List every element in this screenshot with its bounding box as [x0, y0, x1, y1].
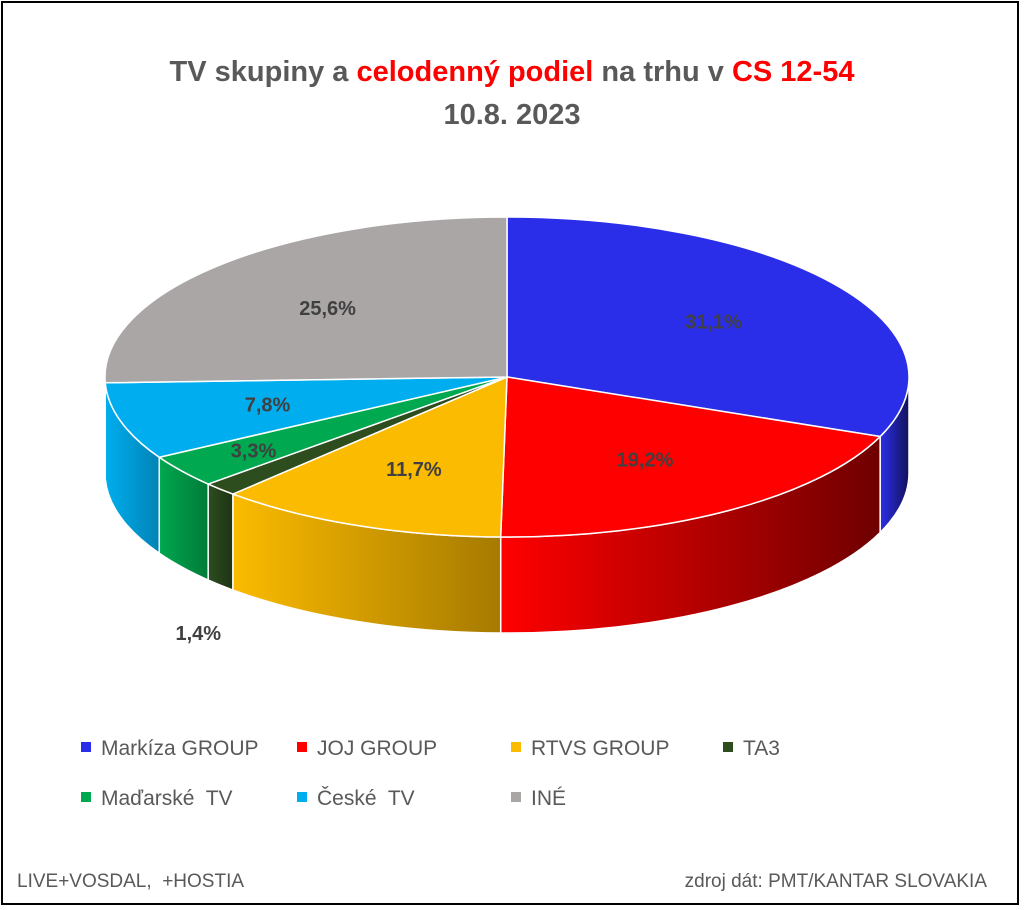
- legend-label-ta3: TA3: [743, 737, 780, 760]
- pie-slice-ine[interactable]: [104, 216, 508, 384]
- pie-chart: 31,1% 19,2% 11,7% 1,4% 3,3% 7,8% 25,6%: [104, 216, 910, 645]
- data-label-joj-group: 19,2%: [617, 450, 674, 472]
- legend-swatch-joj-group: [297, 742, 307, 753]
- data-label-rtvs-group: 11,7%: [386, 459, 442, 481]
- legend-item-ta3[interactable]: TA3: [723, 737, 780, 761]
- pie-top: [104, 216, 910, 538]
- legend-item-markiza-group[interactable]: Markíza GROUP: [81, 737, 259, 761]
- legend-label-rtvs-group: RTVS GROUP: [531, 737, 670, 760]
- pie-slice-rtvs-group[interactable]: [232, 376, 508, 538]
- legend-swatch-ta3: [723, 742, 733, 753]
- chart-title: TV skupiny a celodenný podiel na trhu v …: [3, 51, 1021, 137]
- pie-slice-joj-group[interactable]: [499, 376, 881, 538]
- data-label-ceske-tv: 7,8%: [245, 394, 291, 416]
- legend-item-rtvs-group[interactable]: RTVS GROUP: [511, 737, 669, 761]
- legend-swatch-ine: [511, 792, 521, 803]
- legend-swatch-markiza-group: [81, 742, 91, 753]
- data-label-ta3: 1,4%: [176, 623, 222, 645]
- pie-slice-markiza-group[interactable]: [506, 216, 910, 438]
- data-label-madarske-tv: 3,3%: [231, 440, 277, 462]
- chart-subtitle-date: 10.8. 2023: [443, 99, 581, 131]
- legend-swatch-ceske-tv: [297, 792, 307, 803]
- pie-side-ta3: [207, 483, 234, 591]
- title-highlight-1: celodenný podiel: [356, 56, 594, 88]
- data-label-ine: 25,6%: [299, 298, 356, 320]
- pie-slice-ceske-tv[interactable]: [104, 376, 508, 459]
- legend-item-ceske-tv[interactable]: České TV: [297, 787, 415, 811]
- legend-item-madarske-tv[interactable]: Maďarské TV: [81, 787, 233, 811]
- legend-label-markiza-group: Markíza GROUP: [101, 737, 259, 760]
- legend-item-joj-group[interactable]: JOJ GROUP: [297, 737, 437, 761]
- legend-label-ceske-tv: České TV: [317, 787, 415, 810]
- legend-label-joj-group: JOJ GROUP: [317, 737, 438, 760]
- legend-swatch-rtvs-group: [511, 742, 521, 753]
- pie-side-walls: [104, 376, 910, 634]
- legend-label-madarske-tv: Maďarské TV: [101, 787, 233, 810]
- data-label-markiza-group: 31,1%: [685, 311, 742, 333]
- title-part-2: na trhu v: [593, 56, 732, 88]
- title-highlight-2: CS 12-54: [731, 56, 855, 88]
- pie-data-labels: 31,1% 19,2% 11,7% 1,4% 3,3% 7,8% 25,6%: [176, 298, 743, 645]
- legend-label-ine: INÉ: [531, 787, 567, 810]
- footnote-left: LIVE+VOSDAL, +HOSTIA: [17, 871, 245, 892]
- legend-item-ine[interactable]: INÉ: [511, 787, 566, 811]
- title-part-1: TV skupiny a: [169, 56, 357, 88]
- legend-swatch-madarske-tv: [81, 792, 91, 803]
- footnote-source: zdroj dát: PMT/KANTAR SLOVAKIA: [684, 871, 987, 892]
